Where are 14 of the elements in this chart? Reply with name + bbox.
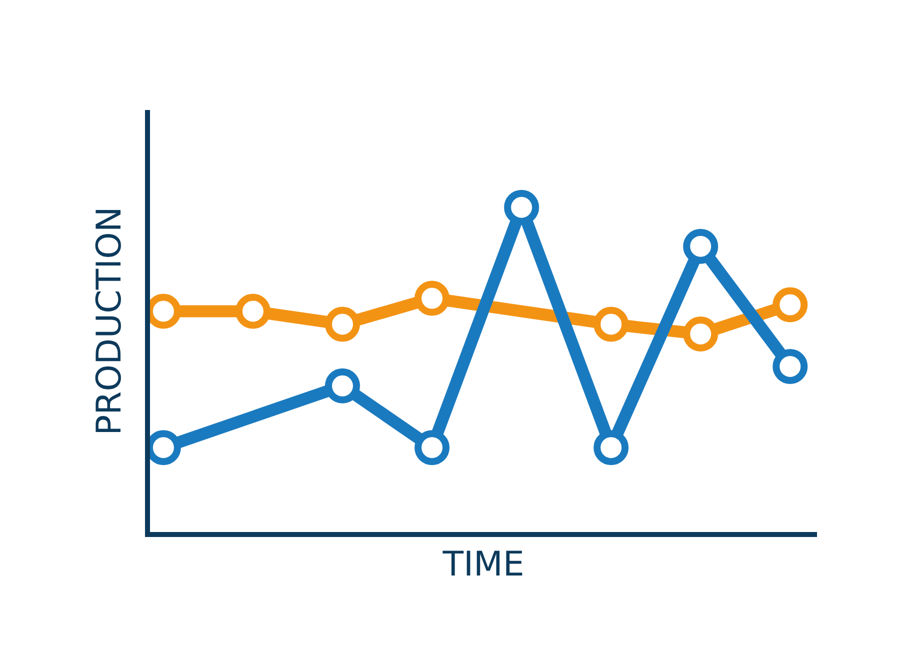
y-axis-title: PRODUCTION <box>90 206 130 436</box>
point <box>235 294 270 329</box>
point <box>594 306 629 342</box>
point <box>683 316 718 352</box>
point <box>504 190 540 225</box>
point <box>325 368 360 404</box>
point <box>683 228 718 264</box>
point <box>772 287 808 322</box>
point <box>414 280 450 316</box>
x-axis-title: TIME <box>442 544 524 585</box>
point <box>772 348 808 384</box>
point <box>414 430 450 466</box>
point <box>325 306 360 342</box>
point <box>594 430 629 466</box>
